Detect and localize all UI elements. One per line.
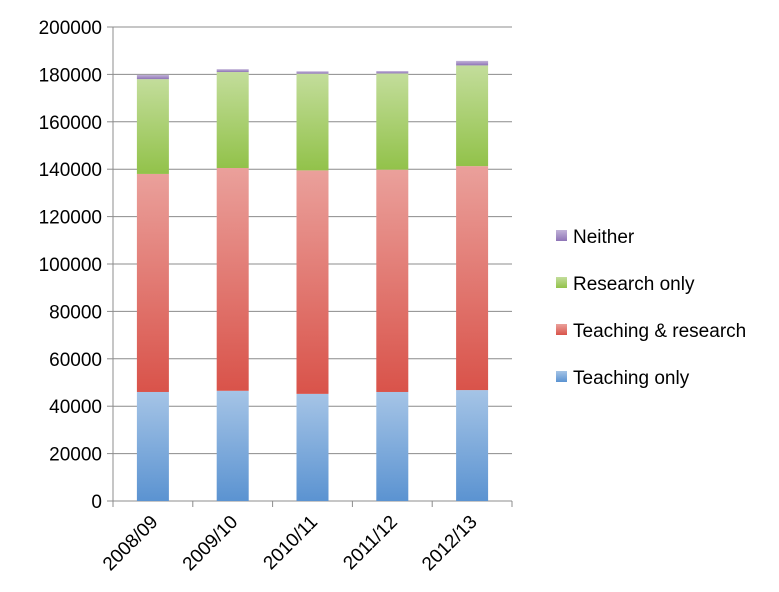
x-tick-label: 2010/11 xyxy=(260,512,322,574)
legend-swatch xyxy=(556,277,567,288)
x-axis-tick-labels: 2008/09 2009/10 2010/11 2011/12 2012/13 xyxy=(99,512,482,575)
x-tick-label: 2008/09 xyxy=(99,512,162,575)
y-tick-label: 200000 xyxy=(39,18,102,39)
bar-segment-neither xyxy=(456,60,489,66)
legend-swatch xyxy=(556,371,567,382)
legend-item-teaching-only: Teaching only xyxy=(556,368,690,389)
y-tick-label: 80000 xyxy=(49,302,102,323)
bar-segment-teaching-only xyxy=(376,391,409,501)
legend-swatch xyxy=(556,324,567,335)
bar-segment-research-only xyxy=(136,79,169,174)
bar-segment-neither xyxy=(376,71,409,74)
y-tick-label: 140000 xyxy=(39,160,102,181)
y-tick-label: 20000 xyxy=(49,445,102,466)
y-tick-label: 180000 xyxy=(39,65,102,86)
x-tick-label: 2012/13 xyxy=(418,512,481,575)
legend: Neither Research only Teaching & research T… xyxy=(556,227,746,389)
legend-label: Teaching & research xyxy=(573,321,746,342)
bars xyxy=(136,60,489,501)
bar-segment-teaching-only xyxy=(136,391,169,501)
legend-item-neither: Neither xyxy=(556,227,635,248)
bar-segment-teaching-and-research xyxy=(136,173,169,392)
bar-segment-neither xyxy=(296,71,329,74)
y-tick-label: 120000 xyxy=(39,208,102,229)
bar-segment-research-only xyxy=(456,65,489,167)
bar-segment-research-only xyxy=(216,72,249,169)
x-tick-label: 2009/10 xyxy=(179,512,242,575)
legend-swatch xyxy=(556,230,567,241)
bar-segment-teaching-and-research xyxy=(296,170,329,394)
x-tick-label: 2011/12 xyxy=(339,512,401,574)
bar-segment-teaching-and-research xyxy=(216,168,249,391)
bar-segment-teaching-and-research xyxy=(376,169,409,392)
y-tick-label: 100000 xyxy=(39,255,102,276)
legend-label: Neither xyxy=(573,227,635,248)
legend-item-research-only: Research only xyxy=(556,274,695,295)
y-axis-tick-labels: 0 20000 40000 60000 80000 100000 120000 140000 1… xyxy=(39,18,102,513)
legend-label: Research only xyxy=(573,274,695,295)
legend-item-teaching-and-research: Teaching & research xyxy=(556,321,746,342)
bar-segment-teaching-only xyxy=(216,390,249,501)
bar-segment-neither xyxy=(136,74,169,80)
bar-segment-teaching-only xyxy=(296,393,329,501)
bar-segment-neither xyxy=(216,69,249,73)
y-tick-label: 40000 xyxy=(49,397,102,418)
y-tick-label: 60000 xyxy=(49,350,102,371)
legend-label: Teaching only xyxy=(573,368,690,389)
bar-segment-teaching-only xyxy=(456,390,489,501)
bar-segment-research-only xyxy=(376,73,409,170)
y-tick-label: 160000 xyxy=(39,113,102,134)
bar-segment-research-only xyxy=(296,73,329,171)
bar-segment-teaching-and-research xyxy=(456,166,489,391)
y-tick-label: 0 xyxy=(91,492,102,513)
